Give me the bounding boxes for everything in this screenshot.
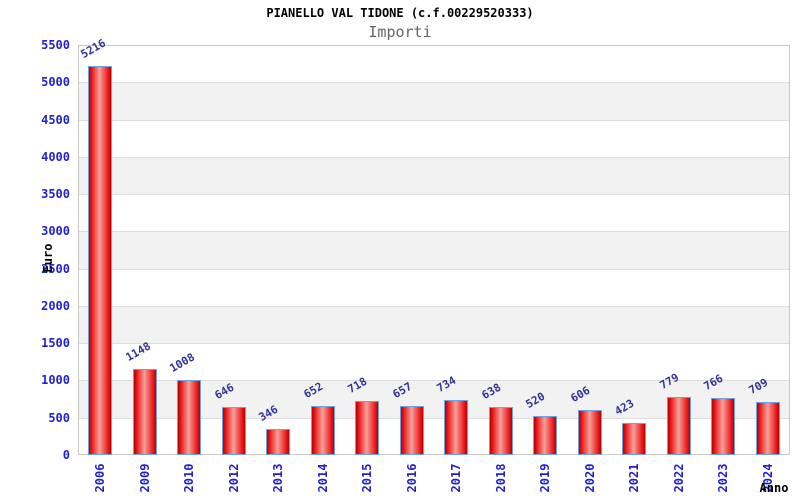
y-tick-label: 2000 xyxy=(41,298,70,313)
bar xyxy=(533,416,558,455)
plot-band xyxy=(78,82,790,120)
y-tick-label: 3500 xyxy=(41,187,70,202)
gridline xyxy=(78,156,790,158)
x-tick-label: 2014 xyxy=(315,463,330,493)
plot-band xyxy=(78,343,790,381)
bar xyxy=(355,401,380,455)
x-tick-label: 2016 xyxy=(404,463,419,493)
bar xyxy=(132,369,157,455)
y-tick-label: 4000 xyxy=(41,149,70,164)
bar xyxy=(266,429,291,455)
x-tick-label: 2023 xyxy=(716,463,731,493)
bar xyxy=(399,406,424,455)
bar xyxy=(755,402,780,455)
y-tick-label: 2500 xyxy=(41,261,70,276)
x-tick-label: 2013 xyxy=(271,463,286,493)
plot-band xyxy=(78,305,790,344)
chart-title: PIANELLO VAL TIDONE (c.f.00229520333) xyxy=(266,6,534,20)
gridline xyxy=(78,119,790,121)
plot-band xyxy=(78,231,790,269)
plot-band xyxy=(78,194,790,232)
x-tick-label: 2017 xyxy=(449,463,464,493)
bar xyxy=(310,406,335,455)
y-tick-label: 1500 xyxy=(41,336,70,351)
y-axis-title: Euro xyxy=(41,243,55,273)
x-tick-label: 2020 xyxy=(582,463,597,493)
bar xyxy=(488,407,513,455)
x-axis-title: Anno xyxy=(759,481,789,495)
bar xyxy=(622,423,647,455)
x-tick-label: 2022 xyxy=(671,463,686,493)
plot-band xyxy=(78,156,790,195)
chart-subtitle: Importi xyxy=(368,23,432,41)
bar xyxy=(577,409,602,455)
plot-band xyxy=(78,268,790,306)
x-tick-label: 2019 xyxy=(538,463,553,493)
x-tick-label: 2010 xyxy=(182,463,197,493)
gridline xyxy=(78,380,790,382)
x-tick-label: 2012 xyxy=(226,463,241,493)
bar xyxy=(666,396,691,455)
gridline xyxy=(78,417,790,419)
x-tick-label: 2006 xyxy=(93,463,108,493)
bar xyxy=(444,400,469,455)
y-tick-label: 5500 xyxy=(41,38,70,52)
y-tick-label: 500 xyxy=(48,410,70,425)
y-tick-label: 5000 xyxy=(41,75,70,90)
bar xyxy=(221,406,246,455)
x-tick-label: 2018 xyxy=(493,463,508,493)
gridline xyxy=(78,305,790,307)
bar xyxy=(177,379,202,455)
y-tick-label: 4500 xyxy=(41,112,70,127)
bar xyxy=(711,397,736,455)
gridline xyxy=(78,231,790,233)
bar xyxy=(88,66,113,455)
x-tick-label: 2015 xyxy=(360,463,375,493)
x-tick-label: 2021 xyxy=(627,463,642,493)
y-tick-label: 1000 xyxy=(41,373,70,388)
gridline xyxy=(78,343,790,345)
plot-band xyxy=(78,45,790,83)
gridline xyxy=(78,268,790,270)
x-tick-label: 2009 xyxy=(137,463,152,493)
y-tick-label: 3000 xyxy=(41,224,70,239)
gridline xyxy=(78,194,790,196)
gridline xyxy=(78,82,790,84)
plot-band xyxy=(78,119,790,157)
y-tick-label: 0 xyxy=(62,448,70,462)
